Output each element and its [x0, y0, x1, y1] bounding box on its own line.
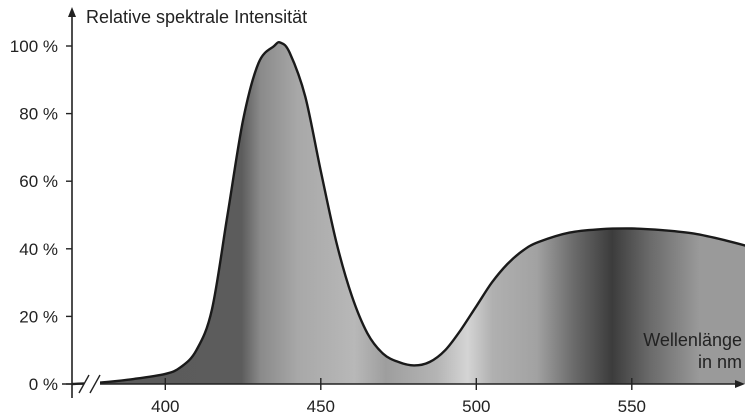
y-tick-label-60: 60 %: [19, 172, 58, 191]
y-tick-label-20: 20 %: [19, 307, 58, 326]
ticks-layer: 4004505005506006507007500 %20 %40 %60 %8…: [10, 37, 646, 415]
x-tick-label-400: 400: [151, 397, 179, 415]
x-axis-label-line2: in nm: [698, 352, 742, 372]
spectrum-area-layer: [71, 41, 745, 386]
axis-break-mark-right: [89, 374, 101, 394]
y-tick-label-100: 100 %: [10, 37, 58, 56]
spectrum-area-fill: [72, 42, 745, 384]
spectrum-curve: [71, 41, 745, 386]
y-tick-label-0: 0 %: [29, 375, 58, 394]
x-tick-label-450: 450: [307, 397, 335, 415]
axis-break-mark-left: [78, 374, 90, 394]
x-tick-label-500: 500: [462, 397, 490, 415]
axes-layer: [62, 7, 745, 398]
y-tick-label-80: 80 %: [19, 105, 58, 124]
x-axis-label-line1: Wellenlänge: [643, 330, 742, 350]
y-axis-label: Relative spektrale Intensität: [86, 7, 307, 27]
y-tick-label-40: 40 %: [19, 240, 58, 259]
x-tick-label-550: 550: [618, 397, 646, 415]
